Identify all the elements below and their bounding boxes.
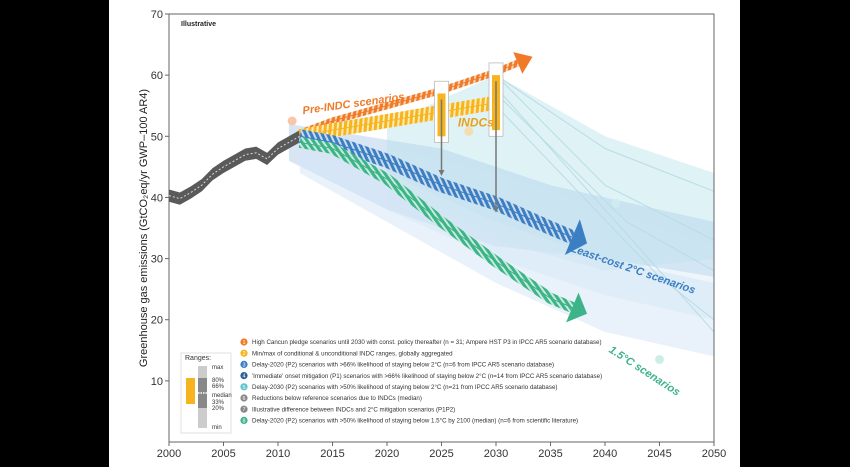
- legend-entry-3: Delay-2020 (P2) scenarios with >66% like…: [252, 362, 554, 369]
- 1-5-c-scenarios-line: [299, 141, 573, 308]
- ranges-legend-label: max: [212, 365, 223, 371]
- marker-8: [655, 354, 664, 364]
- legend-marker-3: [240, 360, 248, 368]
- legend-marker-6: [240, 394, 248, 402]
- y-axis-label: Greenhouse gas emissions (GtCO₂eq/yr GWP…: [138, 89, 150, 367]
- indcs-line: [299, 102, 497, 137]
- legend-entry-5: Delay-2030 (P2) scenarios with >50% like…: [252, 384, 557, 391]
- x-tick-label: 2040: [593, 448, 617, 460]
- legend-marker-number: 5: [242, 385, 245, 391]
- chart-frame: 2000 2005 2010 2015 2020 2025 2030 2035 2040 2045…: [109, 0, 740, 467]
- historical-uncertainty-band: [169, 130, 300, 205]
- ranges-legend-label: 20%: [212, 406, 225, 412]
- marker-1: [287, 116, 297, 126]
- legend-marker-8: [240, 416, 248, 424]
- legend-marker-1: [240, 338, 248, 346]
- illustrative-tag: Illustrative: [181, 21, 216, 28]
- x-tick-label: 2005: [211, 448, 235, 460]
- 1-5-c-scenarios-arrowhead: [566, 292, 588, 323]
- y-tick-label: 40: [151, 192, 163, 204]
- x-tick-label: 2000: [157, 448, 181, 460]
- 1-5-c-scenarios-label: 1.5°C scenarios: [607, 344, 682, 399]
- x-tick-label: 2015: [320, 448, 344, 460]
- legend-entry-7: Illustrative difference between INDCs an…: [252, 406, 455, 413]
- legend-marker-number: 2: [242, 351, 245, 357]
- legend-marker-2: [240, 349, 248, 357]
- scenario-line-5: [495, 93, 715, 272]
- y-tick-label: 50: [151, 131, 163, 143]
- ranges-legend-label: median: [212, 393, 232, 399]
- x-tick-label: 2050: [702, 448, 726, 460]
- indcs-label: INDCs: [458, 116, 494, 130]
- pre-indc-scenarios-arrowhead: [513, 52, 533, 74]
- x-tick-label: 2010: [266, 448, 290, 460]
- legend-entry-2: Min/max of conditional & unconditional I…: [252, 350, 453, 357]
- legend-marker-number: 7: [242, 407, 245, 413]
- legend-marker-4: [240, 372, 248, 380]
- y-tick-label: 20: [151, 315, 163, 327]
- x-tick-label: 2025: [429, 448, 453, 460]
- ranges-legend-label: 66%: [212, 384, 225, 390]
- x-tick-label: 2030: [484, 448, 508, 460]
- historical-emissions-line: [168, 135, 301, 200]
- x-tick-label: 2020: [375, 448, 399, 460]
- immediate-onset-range-band: [299, 154, 714, 357]
- legend-marker-7: [240, 405, 248, 413]
- y-tick-label: 60: [151, 70, 163, 82]
- x-tick-label: 2045: [647, 448, 671, 460]
- marker-2: [464, 126, 474, 136]
- legend-entry-4: 'Immediate' onset mitigation (P1) scenar…: [252, 373, 602, 380]
- x-tick-label: 2035: [538, 448, 562, 460]
- y-tick-label: 30: [151, 254, 163, 266]
- y-tick-label: 10: [151, 376, 163, 388]
- legend-entry-8: Delay-2020 (P2) scenarios with >50% like…: [252, 418, 578, 425]
- legend-entry-6: Reductions below reference scenarios due…: [252, 395, 422, 402]
- scenario-line-4: [495, 105, 715, 321]
- ranges-legend-label: min: [212, 425, 222, 431]
- legend-marker-number: 6: [242, 396, 245, 402]
- ranges-legend-label: 33%: [212, 400, 225, 406]
- emissions-chart: 2000 2005 2010 2015 2020 2025 2030 2035 2040 2045…: [138, 9, 726, 460]
- ranges-legend-swatch-dark: [198, 378, 207, 408]
- legend-marker-number: 4: [242, 374, 245, 380]
- legend-entry-1: High Cancun pledge scenarios until 2030 …: [252, 339, 602, 346]
- marker-5: [611, 199, 621, 209]
- legend-marker-number: 3: [242, 362, 245, 368]
- ranges-legend-swatch-orange: [186, 378, 195, 404]
- ranges-legend-title: Ranges:: [185, 355, 211, 362]
- least-cost-2-c-scenarios-line: [299, 135, 573, 238]
- legend-marker-number: 8: [242, 418, 245, 424]
- legend-marker-5: [240, 383, 248, 391]
- least-cost-2-c-scenarios-arrowhead: [564, 219, 588, 256]
- scenario-line-1: [495, 74, 715, 192]
- scenario-line-2: [495, 74, 715, 241]
- ranges-legend-label: 80%: [212, 378, 225, 384]
- y-tick-label: 70: [151, 9, 163, 21]
- legend-marker-number: 1: [242, 340, 245, 346]
